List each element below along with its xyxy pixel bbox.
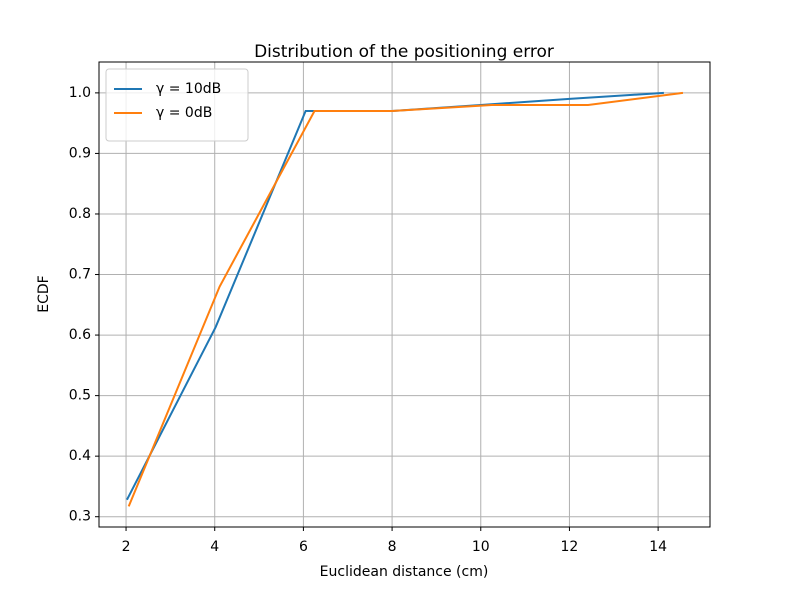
- y-axis-label: ECDF: [36, 275, 52, 312]
- y-tick-label: 0.4: [69, 448, 91, 464]
- y-tick-label: 0.3: [69, 509, 91, 525]
- y-tick-label: 0.5: [69, 388, 91, 404]
- legend-box: [105, 68, 249, 142]
- x-axis-label: Euclidean distance (cm): [320, 564, 489, 580]
- y-tick-label: 0.8: [69, 206, 91, 222]
- y-tick-label: 1.0: [69, 85, 91, 101]
- legend: γ = 10dB γ = 0dB: [105, 68, 249, 142]
- y-tick-label: 0.9: [69, 145, 91, 161]
- chart-title: Distribution of the positioning error: [254, 42, 554, 62]
- series-line: [127, 91, 684, 507]
- y-tick-label: 0.6: [69, 327, 91, 343]
- x-tick-label: 2: [122, 539, 131, 555]
- x-tick-label: 10: [472, 539, 490, 555]
- x-tick-label: 8: [388, 539, 397, 555]
- y-tick-label: 0.7: [69, 267, 91, 283]
- x-tick-label: 6: [299, 539, 308, 555]
- axes-frame: [98, 61, 711, 528]
- legend-label: γ = 10dB: [156, 81, 221, 97]
- x-tick-label: 4: [210, 539, 219, 555]
- legend-label: γ = 0dB: [156, 105, 212, 121]
- x-tick-label: 12: [561, 539, 579, 555]
- x-tick-label: 14: [649, 539, 667, 555]
